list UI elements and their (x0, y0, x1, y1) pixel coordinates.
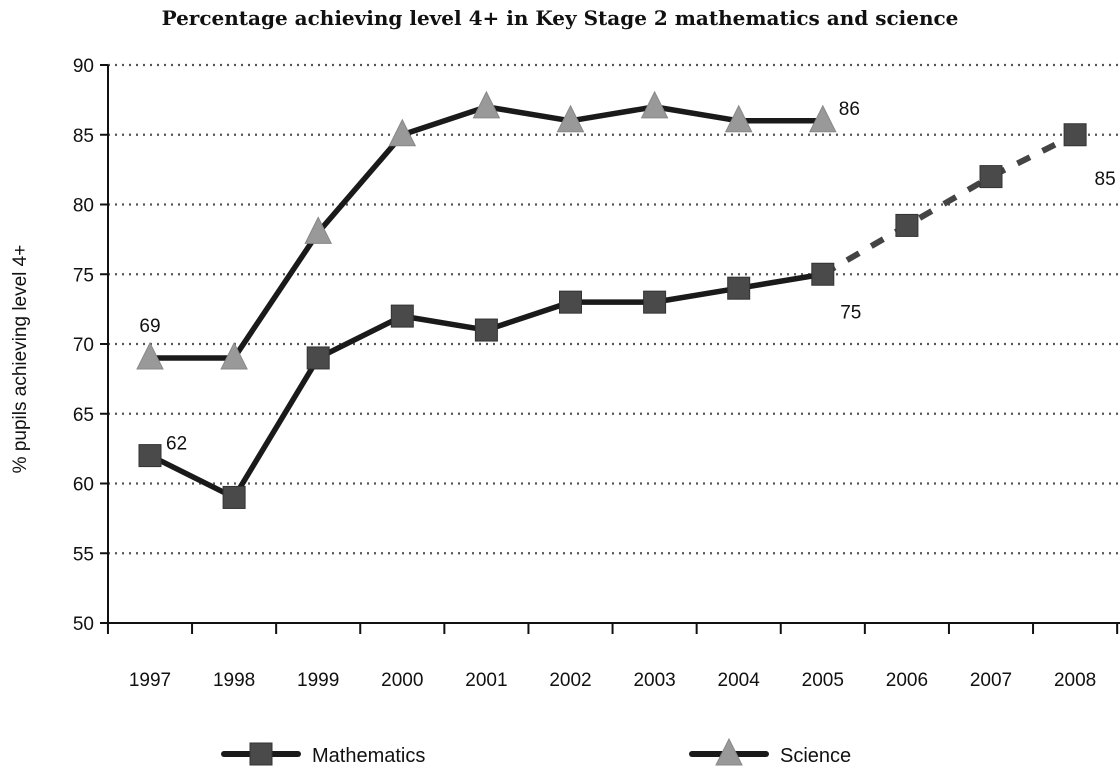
legend-marker-mathematics (249, 742, 273, 766)
science-point (220, 341, 248, 370)
y-tick-label: 85 (73, 126, 94, 147)
science-point (136, 341, 164, 370)
science-point (640, 90, 669, 119)
series-line-mathematics (148, 271, 824, 501)
mathematics-point (474, 318, 498, 342)
x-tick-label: 2006 (886, 670, 928, 691)
mathematics-point (1063, 123, 1087, 147)
y-tick-label: 90 (73, 56, 94, 77)
science-point (472, 90, 501, 119)
legend-label-science: Science (780, 745, 851, 767)
science-point (808, 104, 837, 133)
legend-label-mathematics: Mathematics (312, 745, 425, 767)
mathematics-point (643, 290, 667, 314)
data-label: 85 (1095, 169, 1116, 190)
data-label: 69 (139, 316, 160, 337)
science-point (304, 216, 333, 244)
x-tick-label: 2008 (1054, 670, 1096, 691)
y-tick-label: 50 (73, 614, 94, 635)
data-label: 75 (840, 302, 861, 323)
mathematics-point (222, 485, 246, 509)
data-label: 86 (839, 99, 860, 120)
x-tick-label: 2002 (549, 670, 591, 691)
x-tick-label: 2005 (802, 670, 844, 691)
y-tick-label: 65 (73, 405, 94, 426)
x-tick-label: 1997 (129, 670, 171, 691)
science-point (556, 104, 585, 133)
mathematics-point (895, 213, 919, 237)
mathematics-point (390, 304, 414, 328)
science-point (388, 118, 417, 147)
y-tick-label: 75 (73, 265, 94, 286)
science-point (724, 104, 753, 133)
x-tick-label: 2001 (465, 670, 507, 691)
x-tick-label: 1998 (213, 670, 255, 691)
x-tick-label: 2003 (633, 670, 675, 691)
x-tick-label: 2000 (381, 670, 423, 691)
mathematics-point (979, 165, 1003, 189)
data-label: 62 (166, 434, 187, 455)
y-tick-label: 60 (73, 475, 94, 496)
mathematics-point (306, 346, 330, 370)
mathematics-point (138, 444, 162, 468)
x-tick-label: 2007 (970, 670, 1012, 691)
series-line-mathematics-projection (821, 132, 1077, 277)
y-tick-label: 55 (73, 544, 94, 565)
mathematics-point (811, 262, 835, 286)
mathematics-point (559, 290, 582, 314)
y-tick-label: 80 (73, 196, 94, 217)
legend-marker-science (715, 737, 743, 766)
x-tick-label: 2004 (718, 670, 761, 691)
y-axis-label: % pupils achieving level 4+ (10, 245, 31, 474)
mathematics-point (727, 276, 751, 300)
chart-title: Percentage achieving level 4+ in Key Sta… (161, 6, 959, 30)
x-tick-label: 1999 (297, 670, 339, 691)
y-tick-label: 70 (73, 335, 94, 356)
